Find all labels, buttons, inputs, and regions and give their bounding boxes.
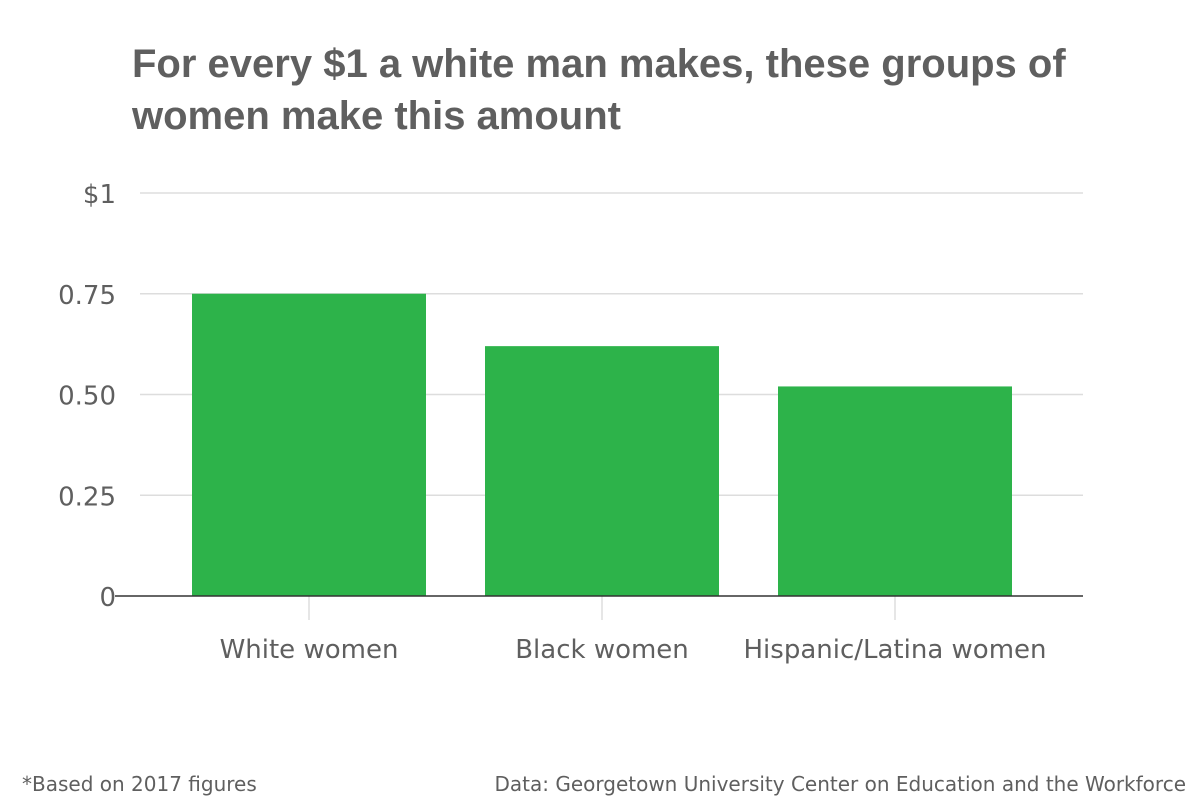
y-tick-label: 0.50 — [58, 382, 116, 412]
x-tick-label: Hispanic/Latina women — [744, 635, 1047, 665]
y-tick-label: $1 — [83, 180, 116, 210]
bar — [485, 346, 719, 596]
y-tick-label: 0 — [99, 583, 116, 613]
x-tick-label: Black women — [515, 635, 689, 665]
bar — [778, 386, 1012, 596]
x-tick-label: White women — [220, 635, 399, 665]
y-tick-label: 0.75 — [58, 281, 116, 311]
chart-title: For every $1 a white man makes, these gr… — [132, 42, 1066, 138]
bar — [192, 293, 426, 596]
footnote: *Based on 2017 figures — [22, 772, 257, 796]
source-note: Data: Georgetown University Center on Ed… — [494, 772, 1186, 796]
y-tick-label: 0.25 — [58, 482, 116, 512]
